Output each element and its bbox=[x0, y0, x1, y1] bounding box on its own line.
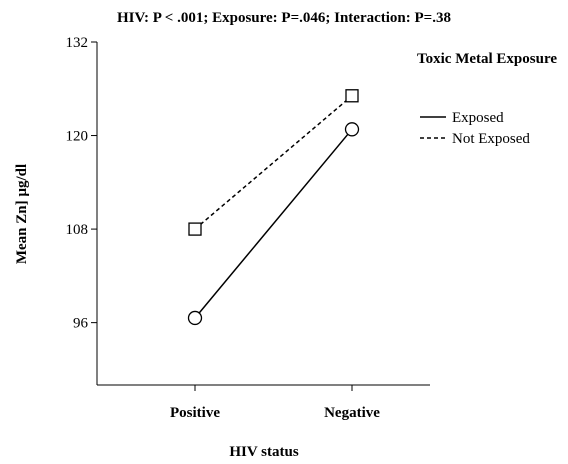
y-tick-label: 120 bbox=[66, 129, 89, 145]
y-tick-label: 108 bbox=[66, 222, 89, 238]
legend-title: Toxic Metal Exposure bbox=[416, 51, 557, 67]
x-tick-label: Negative bbox=[324, 405, 380, 421]
marker bbox=[345, 89, 359, 103]
marker bbox=[187, 310, 203, 326]
y-tick-label: 96 bbox=[73, 316, 89, 332]
series-line bbox=[194, 128, 353, 319]
chart-title: HIV: P < .001; Exposure: P=.046; Interac… bbox=[117, 10, 451, 26]
y-tick-label: 132 bbox=[66, 35, 89, 51]
y-axis-label: Mean Zn] µg/dl bbox=[14, 164, 30, 264]
marker bbox=[188, 222, 202, 236]
series-line bbox=[194, 95, 353, 230]
x-tick-label: Positive bbox=[170, 405, 220, 421]
legend-label: Exposed bbox=[452, 110, 504, 126]
legend-label: Not Exposed bbox=[452, 131, 530, 147]
marker bbox=[344, 122, 360, 137]
x-axis-label: HIV status bbox=[229, 444, 298, 460]
